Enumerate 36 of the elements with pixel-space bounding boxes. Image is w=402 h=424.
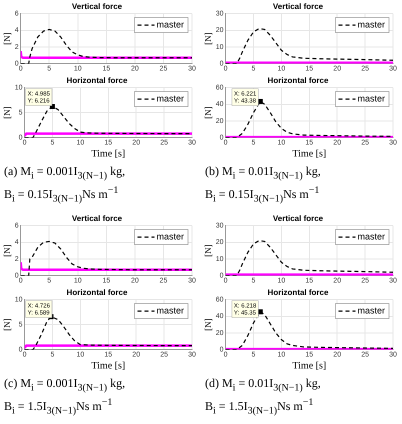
text: (b) M$_{i}$ = 0.01I$_{3(N−1)}$ kg, (205, 164, 322, 184)
y-axis-title: [N] (2, 106, 12, 119)
text: B$_{i}$ = 0.15I$_{3(N−1)}$Ns m$^{−1}$ (4, 184, 120, 207)
x-axis-title: Time [s] (292, 360, 326, 372)
legend-label: master (357, 232, 386, 242)
chart-title: Vertical force (72, 214, 123, 224)
chart-title: Horizontal force (66, 76, 128, 86)
y-axis-title: [N] (2, 244, 12, 257)
y-axis-title: [N] (202, 106, 213, 119)
chart-title: Vertical force (272, 214, 324, 224)
text: (a) M$_{i}$ = 0.001I$_{3(N−1)}$ kg, (4, 164, 126, 184)
x-axis-title: Time [s] (292, 148, 326, 160)
text: B$_{i}$ = 1.5I$_{3(N−1)}$Ns m$^{−1}$ (205, 396, 314, 419)
text: (d) M$_{i}$ = 0.01I$_{3(N−1)}$ kg, (205, 376, 322, 396)
legend-label: master (357, 94, 386, 104)
y-axis-title: [N] (2, 32, 12, 45)
chart-title: Horizontal force (268, 76, 329, 86)
legend-label: master (156, 232, 184, 242)
legend-label: master (156, 306, 184, 316)
x-axis-title: Time [s] (91, 148, 126, 160)
text: B$_{i}$ = 1.5I$_{3(N−1)}$Ns m$^{−1}$ (4, 396, 114, 419)
text: B$_{i}$ = 0.15I$_{3(N−1)}$Ns m$^{−1}$ (205, 184, 320, 207)
legend-label: master (156, 20, 184, 30)
y-axis-title: [N] (202, 244, 213, 257)
legend-label: master (156, 94, 184, 104)
y-axis-title: [N] (202, 318, 213, 331)
chart-title: Horizontal force (66, 288, 128, 298)
legend-label: master (357, 20, 386, 30)
chart-title: Vertical force (72, 2, 123, 12)
legend-label: master (357, 306, 386, 316)
chart-title: Horizontal force (268, 288, 329, 298)
text: (c) M$_{i}$ = 0.001I$_{3(N−1)}$ kg, (4, 376, 126, 396)
y-axis-title: [N] (2, 318, 12, 331)
x-axis-title: Time [s] (91, 360, 126, 372)
chart-title: Vertical force (272, 2, 324, 12)
y-axis-title: [N] (202, 32, 213, 45)
